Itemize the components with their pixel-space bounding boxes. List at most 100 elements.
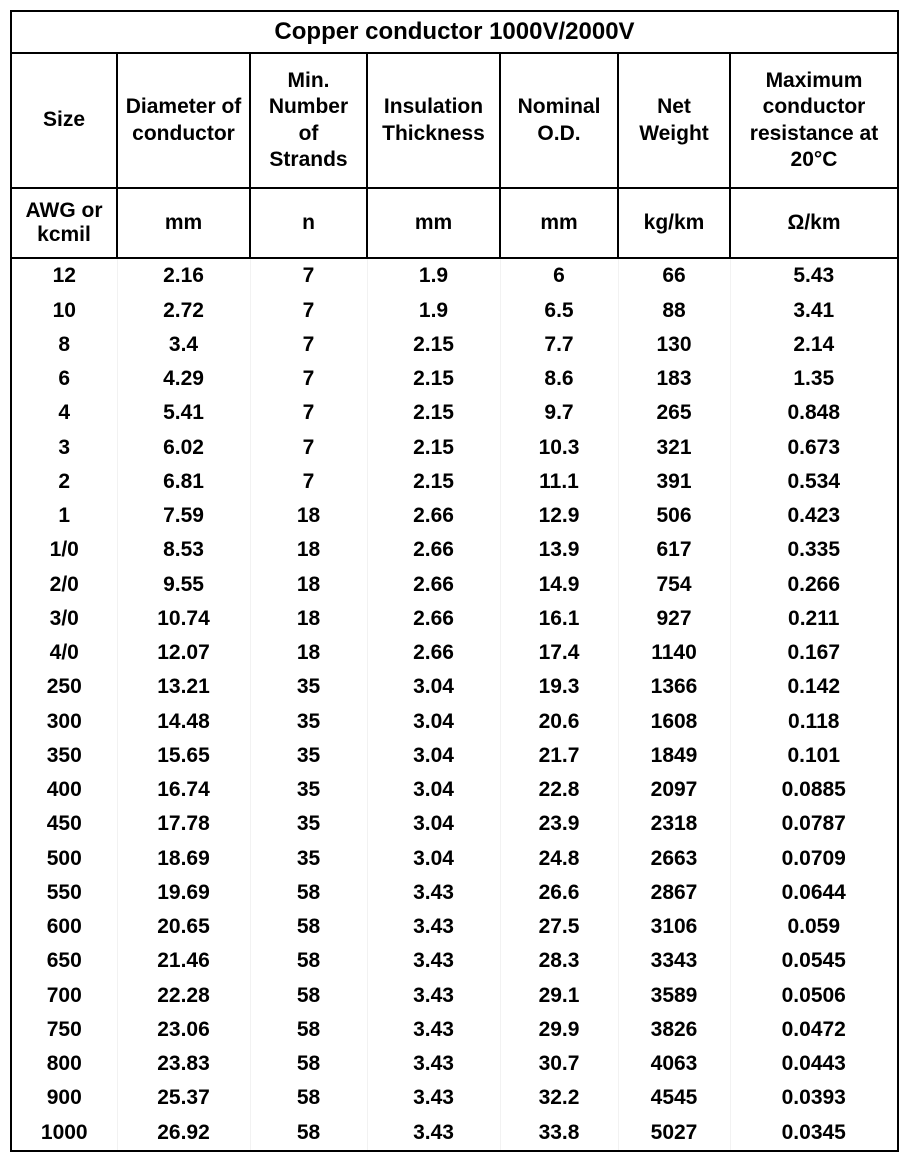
table-cell: 650	[11, 944, 117, 978]
table-cell: 5.43	[730, 258, 898, 293]
table-cell: 10.74	[117, 602, 250, 636]
table-cell: 22.8	[500, 773, 618, 807]
table-cell: 1/0	[11, 533, 117, 567]
table-cell: 0.0506	[730, 979, 898, 1013]
col-header-weight: Net Weight	[618, 53, 730, 188]
table-cell: 0.0472	[730, 1013, 898, 1047]
table-cell: 16.1	[500, 602, 618, 636]
table-cell: 18	[250, 602, 367, 636]
table-cell: 617	[618, 533, 730, 567]
table-cell: 0.211	[730, 602, 898, 636]
table-cell: 2.15	[367, 431, 500, 465]
table-cell: 0.423	[730, 499, 898, 533]
table-row: 50018.69353.0424.826630.0709	[11, 842, 898, 876]
table-row: 102.7271.96.5883.41	[11, 294, 898, 328]
table-cell: 24.8	[500, 842, 618, 876]
table-cell: 3343	[618, 944, 730, 978]
table-cell: 0.101	[730, 739, 898, 773]
table-cell: 7	[250, 328, 367, 362]
table-cell: 3826	[618, 1013, 730, 1047]
table-cell: 927	[618, 602, 730, 636]
table-cell: 1000	[11, 1116, 117, 1151]
col-units-insulation: mm	[367, 188, 500, 258]
table-cell: 550	[11, 876, 117, 910]
table-cell: 3/0	[11, 602, 117, 636]
table-cell: 3.04	[367, 773, 500, 807]
col-header-resistance: Maximum conductor resistance at 20°C	[730, 53, 898, 188]
table-cell: 700	[11, 979, 117, 1013]
col-header-diameter: Diameter of conductor	[117, 53, 250, 188]
table-row: 25013.21353.0419.313660.142	[11, 670, 898, 704]
table-cell: 0.534	[730, 465, 898, 499]
table-row: 4/012.07182.6617.411400.167	[11, 636, 898, 670]
table-cell: 19.69	[117, 876, 250, 910]
table-row: 45.4172.159.72650.848	[11, 396, 898, 430]
table-row: 75023.06583.4329.938260.0472	[11, 1013, 898, 1047]
table-cell: 600	[11, 910, 117, 944]
table-row: 122.1671.96665.43	[11, 258, 898, 293]
table-cell: 0.266	[730, 568, 898, 602]
table-cell: 2.16	[117, 258, 250, 293]
table-cell: 17.78	[117, 807, 250, 841]
table-cell: 0.848	[730, 396, 898, 430]
table-cell: 1	[11, 499, 117, 533]
table-cell: 14.48	[117, 705, 250, 739]
table-cell: 750	[11, 1013, 117, 1047]
table-cell: 300	[11, 705, 117, 739]
table-cell: 2	[11, 465, 117, 499]
table-cell: 2097	[618, 773, 730, 807]
table-cell: 25.37	[117, 1081, 250, 1115]
table-cell: 8.53	[117, 533, 250, 567]
table-cell: 1849	[618, 739, 730, 773]
table-cell: 4	[11, 396, 117, 430]
table-cell: 23.06	[117, 1013, 250, 1047]
table-row: 3/010.74182.6616.19270.211	[11, 602, 898, 636]
table-cell: 0.0885	[730, 773, 898, 807]
table-cell: 0.0709	[730, 842, 898, 876]
table-cell: 19.3	[500, 670, 618, 704]
table-cell: 30.7	[500, 1047, 618, 1081]
table-cell: 23.83	[117, 1047, 250, 1081]
table-cell: 14.9	[500, 568, 618, 602]
table-cell: 10	[11, 294, 117, 328]
table-cell: 0.0644	[730, 876, 898, 910]
table-cell: 250	[11, 670, 117, 704]
table-row: 35015.65353.0421.718490.101	[11, 739, 898, 773]
table-cell: 4545	[618, 1081, 730, 1115]
col-units-size: AWG or kcmil	[11, 188, 117, 258]
table-cell: 6	[11, 362, 117, 396]
table-cell: 0.0393	[730, 1081, 898, 1115]
table-cell: 2318	[618, 807, 730, 841]
table-cell: 506	[618, 499, 730, 533]
table-cell: 3.43	[367, 1013, 500, 1047]
table-row: 2/09.55182.6614.97540.266	[11, 568, 898, 602]
table-cell: 27.5	[500, 910, 618, 944]
conductor-table: Copper conductor 1000V/2000V Size Diamet…	[10, 10, 899, 1152]
table-cell: 22.28	[117, 979, 250, 1013]
table-cell: 58	[250, 1047, 367, 1081]
table-cell: 7	[250, 465, 367, 499]
table-cell: 0.059	[730, 910, 898, 944]
table-cell: 23.9	[500, 807, 618, 841]
table-cell: 18	[250, 568, 367, 602]
table-cell: 1.9	[367, 294, 500, 328]
table-row: 64.2972.158.61831.35	[11, 362, 898, 396]
table-cell: 5027	[618, 1116, 730, 1151]
table-cell: 1366	[618, 670, 730, 704]
table-cell: 500	[11, 842, 117, 876]
table-cell: 2.66	[367, 533, 500, 567]
table-cell: 33.8	[500, 1116, 618, 1151]
table-row: 83.472.157.71302.14	[11, 328, 898, 362]
table-cell: 3.43	[367, 876, 500, 910]
table-cell: 3.04	[367, 705, 500, 739]
table-cell: 18.69	[117, 842, 250, 876]
table-cell: 26.6	[500, 876, 618, 910]
table-cell: 15.65	[117, 739, 250, 773]
table-cell: 1.35	[730, 362, 898, 396]
table-cell: 13.9	[500, 533, 618, 567]
col-header-size: Size	[11, 53, 117, 188]
table-cell: 7.7	[500, 328, 618, 362]
table-cell: 800	[11, 1047, 117, 1081]
table-cell: 13.21	[117, 670, 250, 704]
table-cell: 29.9	[500, 1013, 618, 1047]
